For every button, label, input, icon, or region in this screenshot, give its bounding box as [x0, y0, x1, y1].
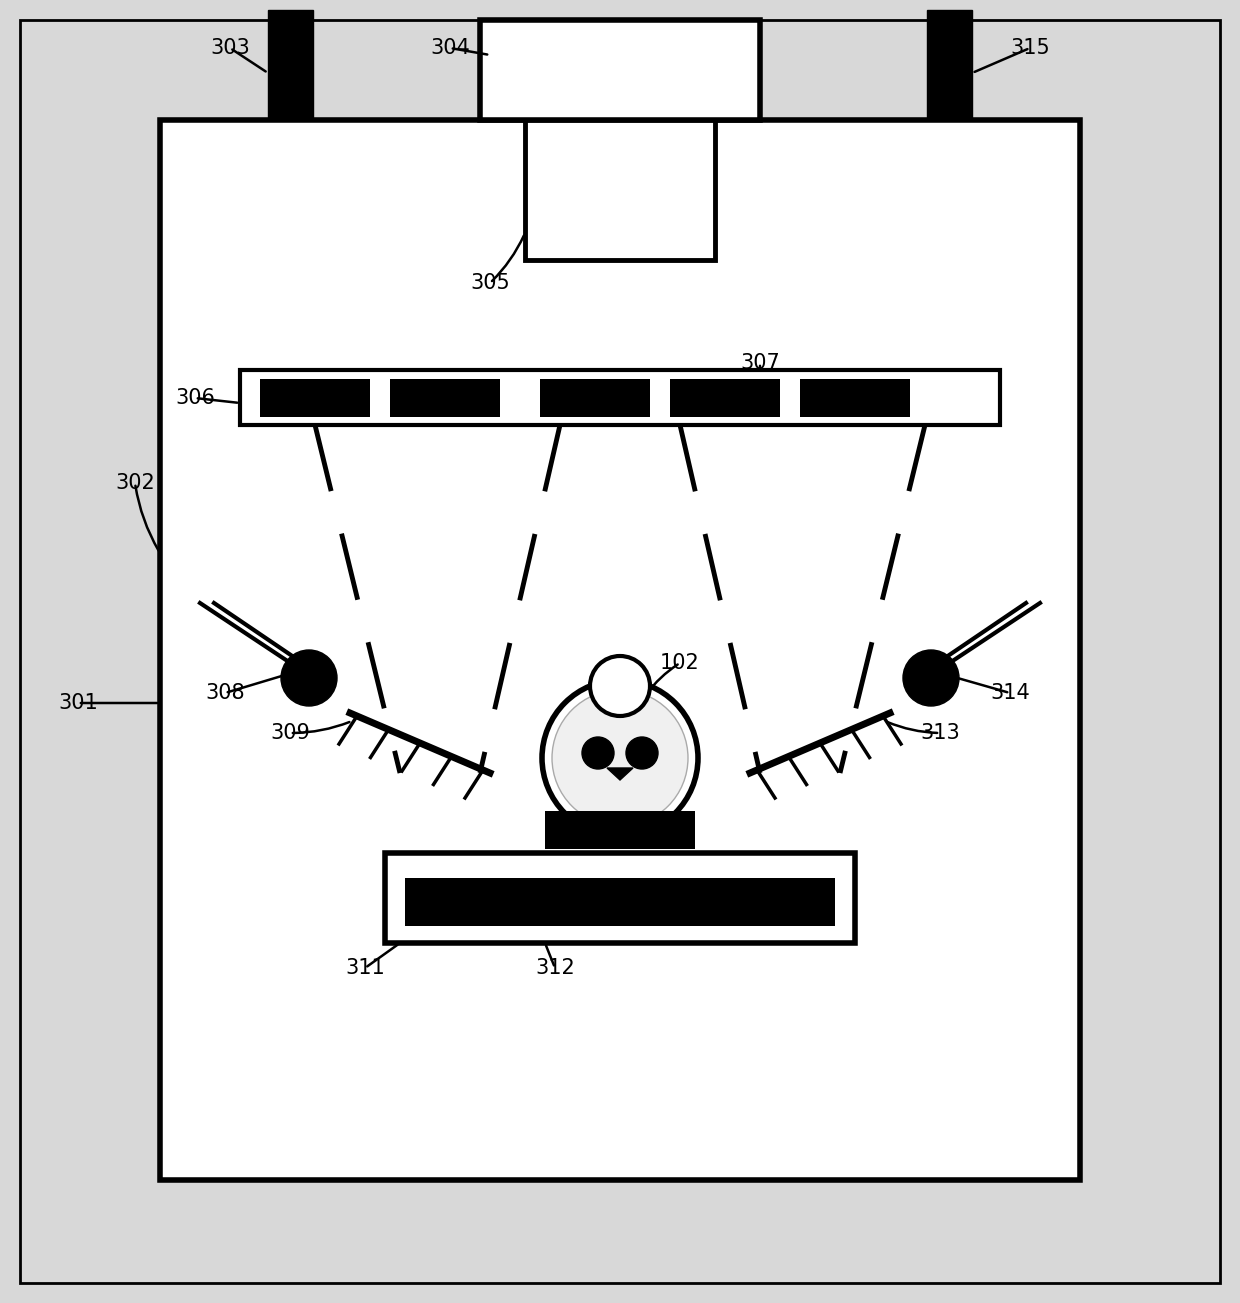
Text: 315: 315	[1011, 38, 1050, 59]
FancyBboxPatch shape	[391, 379, 500, 417]
Text: 307: 307	[740, 353, 780, 373]
Text: 313: 313	[920, 723, 960, 743]
FancyBboxPatch shape	[260, 379, 370, 417]
Circle shape	[903, 650, 959, 706]
Text: 314: 314	[990, 683, 1030, 704]
FancyBboxPatch shape	[480, 20, 760, 120]
Text: 309: 309	[270, 723, 310, 743]
Circle shape	[582, 737, 614, 769]
FancyBboxPatch shape	[546, 810, 694, 850]
FancyBboxPatch shape	[539, 379, 650, 417]
Text: 311: 311	[345, 958, 384, 979]
FancyBboxPatch shape	[525, 120, 715, 261]
FancyBboxPatch shape	[20, 20, 1220, 1283]
Circle shape	[626, 737, 658, 769]
FancyBboxPatch shape	[160, 120, 1080, 1181]
Text: 102: 102	[660, 653, 699, 674]
Circle shape	[590, 655, 650, 717]
FancyBboxPatch shape	[928, 10, 972, 120]
FancyBboxPatch shape	[241, 370, 999, 425]
FancyBboxPatch shape	[268, 10, 312, 120]
Text: 303: 303	[210, 38, 250, 59]
Text: 302: 302	[115, 473, 155, 493]
Text: 301: 301	[58, 693, 98, 713]
Text: 306: 306	[175, 388, 215, 408]
Polygon shape	[608, 767, 632, 780]
Text: 305: 305	[470, 274, 510, 293]
Circle shape	[552, 691, 688, 826]
FancyBboxPatch shape	[800, 379, 910, 417]
Text: 304: 304	[430, 38, 470, 59]
Text: 308: 308	[205, 683, 244, 704]
FancyBboxPatch shape	[670, 379, 780, 417]
FancyBboxPatch shape	[405, 878, 835, 926]
Circle shape	[281, 650, 337, 706]
FancyBboxPatch shape	[384, 853, 856, 943]
Circle shape	[542, 680, 698, 837]
Text: 312: 312	[536, 958, 575, 979]
